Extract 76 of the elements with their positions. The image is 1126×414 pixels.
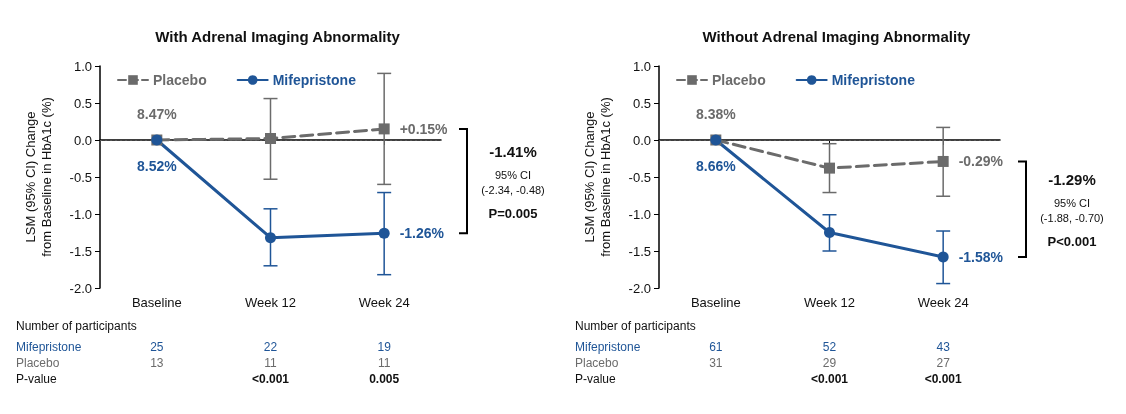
y-tick-label: -1.5 bbox=[69, 243, 92, 259]
annotation: 8.47% bbox=[136, 106, 178, 122]
text: P=0.005 bbox=[488, 205, 538, 221]
text: P-value bbox=[575, 372, 617, 386]
point bbox=[265, 133, 276, 145]
y-tick-label: 0.5 bbox=[73, 95, 92, 111]
text: <0.001 bbox=[924, 372, 963, 386]
x-tick-label: Week 12 bbox=[803, 295, 856, 310]
text: 0.005 bbox=[369, 372, 400, 386]
annotation: 8.52% bbox=[136, 158, 178, 174]
y-tick-label: -0.5 bbox=[628, 169, 651, 185]
legend-label: Placebo bbox=[712, 72, 766, 88]
x-tick-label: Week 24 bbox=[358, 295, 410, 310]
y-tick-label: -1.0 bbox=[69, 206, 92, 222]
y-tick-label: 1.0 bbox=[73, 58, 92, 74]
text: Number of participants bbox=[16, 319, 137, 333]
text: 11 bbox=[264, 356, 278, 370]
text: -1.41% bbox=[489, 142, 537, 160]
point bbox=[937, 155, 949, 167]
data-label: -0.29% bbox=[958, 153, 1004, 170]
data-label: -1.26% bbox=[399, 225, 445, 242]
annotation: 8.38% bbox=[695, 106, 737, 122]
x-tick-label: Week 24 bbox=[917, 295, 969, 310]
y-tick-label: -1.0 bbox=[628, 206, 651, 222]
text: Number of participants bbox=[575, 319, 696, 333]
text: 11 bbox=[377, 356, 391, 370]
text: -1.29% bbox=[1048, 170, 1096, 188]
text: 95% CI bbox=[1053, 197, 1091, 210]
text: 31 bbox=[709, 356, 723, 370]
y-tick-label: 1.0 bbox=[632, 58, 651, 74]
x-tick-label: Baseline bbox=[690, 295, 741, 310]
x-tick-label: Baseline bbox=[131, 295, 182, 310]
point bbox=[937, 251, 949, 263]
y-tick-label: -1.5 bbox=[628, 243, 651, 259]
text: 13 bbox=[150, 356, 164, 370]
text: 22 bbox=[263, 340, 278, 354]
x-tick-label: Week 12 bbox=[244, 295, 297, 310]
text: Mifepristone bbox=[575, 340, 641, 354]
text: <0.001 bbox=[810, 372, 849, 386]
y-tick-label: 0.5 bbox=[632, 95, 651, 111]
annotation: 8.66% bbox=[695, 158, 737, 174]
y-tick-label: -0.5 bbox=[69, 169, 92, 185]
text: 29 bbox=[822, 356, 837, 370]
point bbox=[378, 227, 390, 239]
text: Placebo bbox=[16, 356, 60, 370]
text: 52 bbox=[822, 340, 837, 354]
y-tick-label: 0.0 bbox=[632, 132, 651, 148]
point bbox=[378, 123, 390, 135]
text: 61 bbox=[709, 340, 723, 354]
data-label: -1.58% bbox=[958, 248, 1004, 265]
point bbox=[824, 227, 835, 238]
text: <0.001 bbox=[251, 372, 290, 386]
chart-title: With Adrenal Imaging Abnormality bbox=[155, 28, 401, 45]
legend-label: Mifepristone bbox=[272, 72, 357, 88]
text: 25 bbox=[150, 340, 164, 354]
point bbox=[265, 232, 276, 244]
legend-label: Placebo bbox=[153, 72, 207, 88]
y-tick-label: -2.0 bbox=[69, 280, 92, 296]
text: Placebo bbox=[575, 356, 619, 370]
y-axis-title: LSM (95% CI) Change from Baseline in HbA1c (%) bbox=[581, 97, 613, 257]
text: (-2.34, -0.48) bbox=[481, 184, 545, 197]
text: P-value bbox=[16, 372, 58, 386]
legend-label: Mifepristone bbox=[831, 72, 916, 88]
text: (-1.88, -0.70) bbox=[1040, 212, 1104, 225]
chart-title: Without Adrenal Imaging Abnormality bbox=[702, 28, 972, 45]
text: 19 bbox=[377, 340, 392, 354]
text: Mifepristone bbox=[16, 340, 82, 354]
text: 95% CI bbox=[494, 169, 532, 182]
text: 43 bbox=[936, 340, 951, 354]
y-axis-title: LSM (95% CI) Change from Baseline in HbA1c (%) bbox=[22, 97, 54, 257]
text: P<0.001 bbox=[1047, 233, 1097, 249]
y-tick-label: -2.0 bbox=[628, 280, 651, 296]
y-tick-label: 0.0 bbox=[73, 132, 92, 148]
text: 27 bbox=[936, 356, 951, 370]
data-label: +0.15% bbox=[399, 120, 449, 137]
point bbox=[824, 162, 835, 174]
